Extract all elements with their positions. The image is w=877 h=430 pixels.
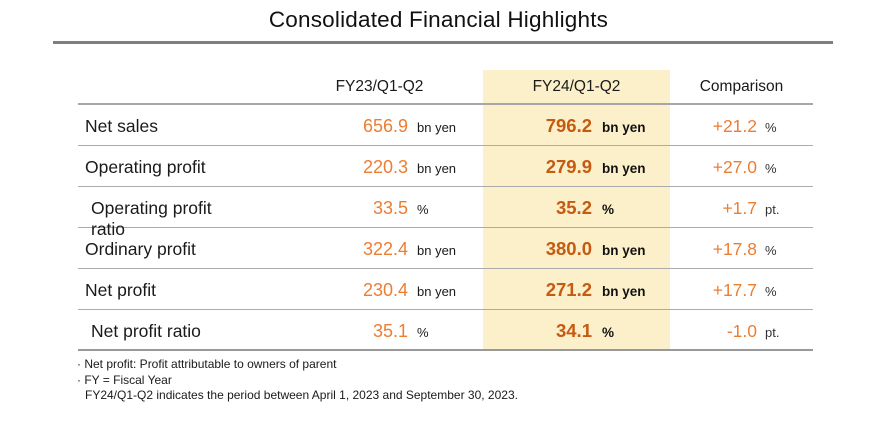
row-label: Operating profit ratio: [91, 198, 212, 239]
fy24-value: 34.1: [555, 320, 592, 341]
comparison-value: +21.2: [712, 116, 757, 136]
table-row-operating-profit: Operating profit 220.3 bn yen 279.9 bn y…: [78, 146, 813, 187]
table-header-row: FY23/Q1-Q2 FY24/Q1-Q2 Comparison: [78, 70, 813, 105]
table-row-operating-profit-ratio: Operating profit ratio 33.5 % 35.2 % +1.…: [78, 187, 813, 239]
fy23-unit: bn yen: [417, 120, 457, 135]
row-label: Ordinary profit: [85, 239, 196, 259]
comparison-unit: %: [765, 161, 777, 176]
row-label: Net profit ratio: [91, 321, 201, 341]
financial-highlights-table: FY23/Q1-Q2 FY24/Q1-Q2 Comparison Net sal…: [78, 70, 813, 351]
footnotes: · Net profit: Profit attributable to own…: [77, 357, 518, 404]
fy23-value: 322.4: [362, 239, 408, 259]
fy23-value: 230.4: [362, 280, 408, 300]
column-header-comparison: Comparison: [699, 78, 784, 95]
comparison-value: +27.0: [712, 157, 757, 177]
column-header-fy24: FY24/Q1-Q2: [532, 78, 621, 95]
comparison-unit: pt.: [765, 202, 780, 217]
footnote-net-profit: · Net profit: Profit attributable to own…: [77, 357, 337, 371]
fy23-value: 220.3: [362, 157, 408, 177]
row-label: Operating profit: [85, 157, 206, 177]
fy23-value: 35.1: [372, 321, 408, 341]
column-header-fy23: FY23/Q1-Q2: [335, 78, 424, 95]
fy23-unit: bn yen: [417, 161, 457, 176]
table-row-net-profit: Net profit 230.4 bn yen 271.2 bn yen +17…: [78, 269, 813, 310]
comparison-unit: %: [765, 284, 777, 299]
fy24-value: 271.2: [545, 279, 592, 300]
footnote-period-definition: FY24/Q1-Q2 indicates the period between …: [85, 388, 518, 402]
fy24-unit: bn yen: [602, 284, 646, 299]
fy23-value: 33.5: [372, 198, 408, 218]
fy24-unit: bn yen: [602, 120, 646, 135]
fy23-value: 656.9: [362, 116, 408, 136]
fy23-unit: bn yen: [417, 284, 457, 299]
fy24-value: 796.2: [545, 115, 592, 136]
title-underline: [53, 41, 833, 44]
table-row-ordinary-profit: Ordinary profit 322.4 bn yen 380.0 bn ye…: [78, 228, 813, 269]
fy24-unit: bn yen: [602, 243, 646, 258]
comparison-unit: %: [765, 243, 777, 258]
fy24-highlight-band: [483, 70, 670, 351]
fy24-value: 279.9: [545, 156, 592, 177]
row-label: Net sales: [85, 116, 158, 136]
comparison-value: +17.8: [712, 239, 757, 259]
fy24-unit: %: [602, 325, 615, 340]
fy24-value: 380.0: [545, 238, 592, 259]
comparison-value: +1.7: [722, 198, 757, 218]
fy23-unit: bn yen: [417, 243, 457, 258]
page-title: Consolidated Financial Highlights: [268, 7, 609, 32]
footnote-fy-definition: · FY = Fiscal Year: [77, 372, 172, 387]
comparison-value: +17.7: [712, 280, 757, 300]
comparison-value: -1.0: [726, 321, 757, 341]
comparison-unit: %: [765, 120, 777, 135]
fy24-value: 35.2: [555, 197, 592, 218]
table-row-net-profit-ratio: Net profit ratio 35.1 % 34.1 % -1.0 pt.: [78, 310, 813, 351]
row-label: Net profit: [85, 280, 156, 300]
table-row-net-sales: Net sales 656.9 bn yen 796.2 bn yen +21.…: [78, 105, 813, 146]
fy23-unit: %: [417, 325, 429, 340]
comparison-unit: pt.: [765, 325, 780, 340]
fy23-unit: %: [417, 202, 429, 217]
fy24-unit: bn yen: [602, 161, 646, 176]
fy24-unit: %: [602, 202, 615, 217]
